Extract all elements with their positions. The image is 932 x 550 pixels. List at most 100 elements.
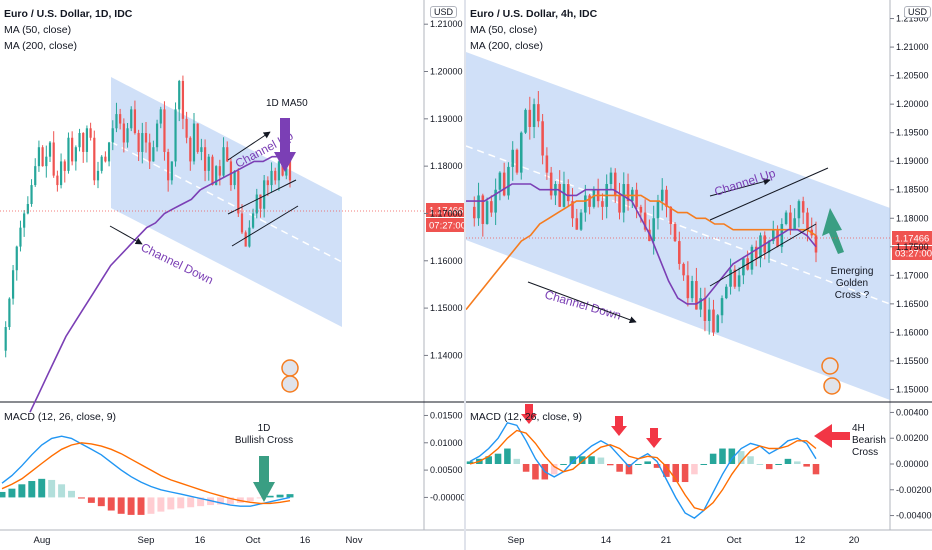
daily-candle <box>144 133 148 143</box>
daily-candle <box>19 227 22 247</box>
daily-histogram-bar <box>157 497 165 512</box>
h4-time-tick: Sep <box>508 535 525 546</box>
h4-candle <box>562 184 566 207</box>
h4-currency-button[interactable]: USD <box>904 6 932 18</box>
h4-histogram-bar <box>784 458 792 464</box>
h4-histogram-bar <box>569 456 577 464</box>
daily-time-tick: Nov <box>346 535 363 546</box>
h4-price-badge: 1.17466 <box>895 234 929 245</box>
daily-candle <box>174 109 177 162</box>
h4-histogram-bar <box>672 464 680 483</box>
h4-price-tick-label: 1.21000 <box>896 42 929 52</box>
daily-candle <box>192 123 196 162</box>
h4-candle <box>541 121 544 156</box>
daily-candle <box>119 114 122 124</box>
h4-channel-down <box>466 52 890 400</box>
h4-event-icon <box>823 377 841 395</box>
daily-candle <box>237 170 240 214</box>
h4-price-tick-label: 1.17000 <box>896 270 929 280</box>
daily-macd-tick-label: 0.01500 <box>430 410 463 420</box>
h4-candle <box>490 201 493 213</box>
daily-candle <box>63 161 66 171</box>
daily-histogram-bar <box>58 484 66 498</box>
h4-candle <box>656 201 660 219</box>
h4-channel-midline <box>466 145 891 305</box>
h4-candle <box>494 189 497 213</box>
h4-candle <box>707 309 711 321</box>
daily-histogram-bar <box>97 497 105 507</box>
h4-price-tick-label: 1.19500 <box>896 128 929 138</box>
daily-price-tick-label: 1.14000 <box>430 350 463 360</box>
daily-histogram-bar <box>246 497 254 502</box>
h4-golden-arrow-icon <box>822 208 844 254</box>
h4-histogram-bar <box>681 464 689 483</box>
h4-golden-line3: Cross ? <box>835 290 870 301</box>
h4-histogram-bar <box>532 464 539 480</box>
daily-candle <box>259 194 262 209</box>
h4-candle <box>566 184 570 202</box>
daily-macd-tick-label: -0.00000 <box>430 492 464 502</box>
h4-candle <box>686 275 690 299</box>
daily-chart-panel[interactable]: Channel Up Channel Down 1D MA50 1.17466 07:2… <box>0 0 464 550</box>
h4-histogram-bar <box>550 464 558 475</box>
daily-time-tick: Oct <box>246 535 261 546</box>
daily-candle <box>155 123 159 148</box>
h4-candle <box>613 172 617 196</box>
daily-candle <box>222 147 225 176</box>
daily-candle <box>141 133 144 152</box>
h4-candle <box>515 149 519 173</box>
daily-histogram-bar <box>167 497 175 510</box>
h4-candle <box>767 241 771 253</box>
h4-histogram-bar <box>588 456 595 464</box>
daily-candle <box>111 128 114 143</box>
h4-time-tick: 14 <box>601 535 612 546</box>
h4-candle <box>703 298 707 321</box>
daily-candle <box>115 114 118 129</box>
h4-price-tick-label: 1.16500 <box>896 299 929 309</box>
h4-channel-up-bottom <box>709 223 817 287</box>
daily-macd-label: MACD (12, 26, close, 9) <box>4 411 117 423</box>
h4-candle <box>772 229 775 242</box>
daily-time-tick: Sep <box>138 535 155 546</box>
daily-candle <box>93 137 96 181</box>
h4-candle <box>750 246 754 270</box>
daily-histogram-bar <box>87 497 95 503</box>
daily-ma50-label: MA (50, close) <box>4 24 72 36</box>
daily-event-icon <box>281 375 299 393</box>
h4-candle <box>588 195 591 207</box>
daily-channel-up-bottom <box>231 205 299 247</box>
h4-candle <box>524 109 527 133</box>
h4-price-tick-label: 1.18500 <box>896 185 929 195</box>
daily-price-tick-label: 1.15000 <box>430 303 463 313</box>
daily-candle <box>152 147 155 162</box>
daily-histogram-bar <box>147 497 155 514</box>
h4-ma200-label: MA (200, close) <box>470 40 543 52</box>
h4-histogram-bar <box>466 461 474 464</box>
h4-candle <box>801 201 805 213</box>
daily-histogram-bar <box>276 494 284 498</box>
daily-histogram-bar <box>68 490 75 498</box>
daily-candle <box>203 147 207 171</box>
h4-bearish-line1: 4H <box>852 423 865 434</box>
h4-histogram-bar <box>700 464 708 465</box>
daily-currency-button[interactable]: USD <box>430 6 458 18</box>
h4-histogram-bar <box>737 451 745 464</box>
daily-candle <box>170 161 173 181</box>
daily-candle <box>167 151 170 181</box>
h4-candle <box>502 172 506 196</box>
h4-candle <box>776 229 779 247</box>
h4-candle <box>669 206 673 224</box>
h4-chart-panel[interactable]: Channel Up Channel Down Emerging Golden Cros… <box>466 0 932 550</box>
daily-channel-up-top <box>227 179 297 215</box>
h4-candle <box>537 104 540 122</box>
panel-divider[interactable] <box>464 0 466 550</box>
daily-candle <box>78 133 81 148</box>
h4-candle <box>660 189 664 202</box>
h4-candle <box>797 201 801 219</box>
h4-macd-tick-label: -0.00200 <box>896 485 932 495</box>
daily-channel-down <box>111 77 342 327</box>
h4-candle <box>806 212 809 230</box>
h4-candle <box>609 172 613 185</box>
